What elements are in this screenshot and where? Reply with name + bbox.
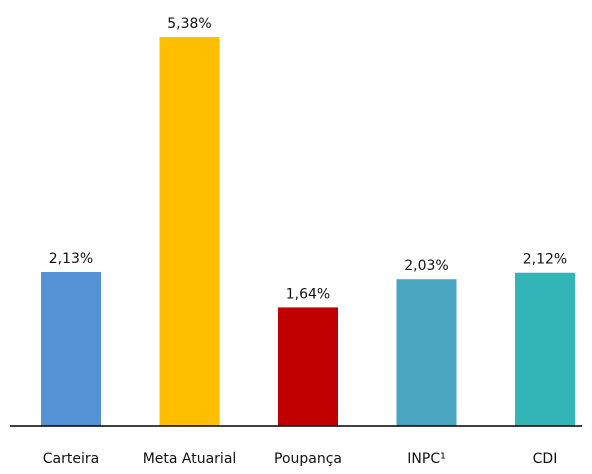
bar-poupan-a	[278, 307, 338, 426]
bar-cdi	[515, 272, 575, 426]
value-labels-group: 2,13% 5,38% 1,64% 2,03% 2,12%	[49, 16, 567, 302]
bar-meta-atuarial	[159, 37, 220, 426]
x-tick-label-meta-atuarial: Meta Atuarial	[143, 451, 237, 467]
value-label-meta-atuarial: 5,38%	[167, 16, 211, 32]
x-tick-label-cdi: CDI	[533, 451, 558, 467]
bar-inpc	[396, 279, 457, 426]
x-tick-label-carteira: Carteira	[43, 451, 99, 467]
value-label-carteira: 2,13%	[49, 251, 93, 267]
x-tick-label-poupan-a: Poupança	[274, 451, 342, 467]
value-label-inpc: 2,03%	[404, 258, 448, 274]
bar-carteira	[41, 271, 101, 426]
value-label-cdi: 2,12%	[523, 252, 567, 268]
x-tick-labels-group: Carteira Meta Atuarial Poupança INPC¹ CDI	[43, 451, 558, 467]
value-label-poupan-a: 1,64%	[286, 286, 330, 302]
bars-group	[41, 37, 575, 426]
x-tick-label-inpc: INPC¹	[407, 451, 445, 467]
